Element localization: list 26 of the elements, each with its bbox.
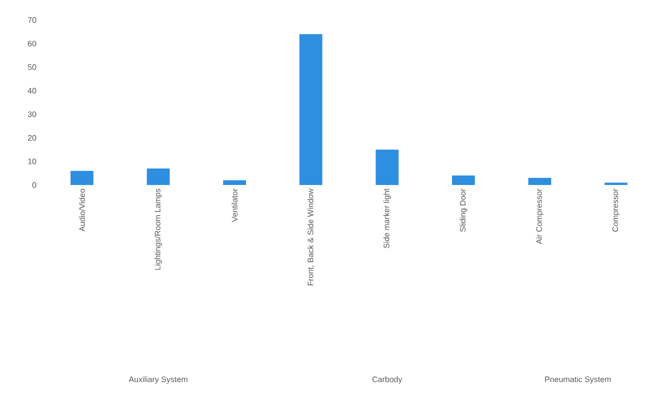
- bar: [376, 150, 399, 185]
- y-tick-label: 40: [28, 88, 36, 94]
- text: Carbody: [372, 376, 402, 384]
- text: Pneumatic System: [545, 376, 611, 384]
- y-tick-label: 50: [28, 64, 36, 70]
- bar: [452, 176, 475, 185]
- text: Auxiliary System: [128, 376, 188, 384]
- bar: [70, 170, 94, 185]
- y-tick-label: 10: [28, 158, 36, 164]
- y-tick-label: 30: [28, 111, 36, 118]
- y-tick-label: 0: [32, 182, 36, 188]
- x-tick-label: Lightings/Room Lamps: [154, 188, 162, 270]
- y-tick-label: 60: [28, 40, 36, 46]
- x-tick-label: Side marker light: [383, 188, 391, 248]
- y-tick-label: 70: [28, 17, 36, 23]
- x-tick-label: Ventilator: [232, 188, 238, 222]
- bar: [223, 180, 246, 185]
- x-tick-label: Air Compressor: [536, 188, 544, 244]
- x-tick-label: Audio/Video: [79, 188, 85, 232]
- x-tick-label: Compressor: [612, 188, 620, 232]
- x-tick-label: Sliding Door: [460, 188, 468, 232]
- y-tick-label: 20: [28, 135, 36, 141]
- bar: [146, 168, 170, 185]
- bar: [528, 178, 552, 185]
- x-tick-label: Front, Back & Side Window: [307, 188, 314, 286]
- bar: [299, 34, 322, 185]
